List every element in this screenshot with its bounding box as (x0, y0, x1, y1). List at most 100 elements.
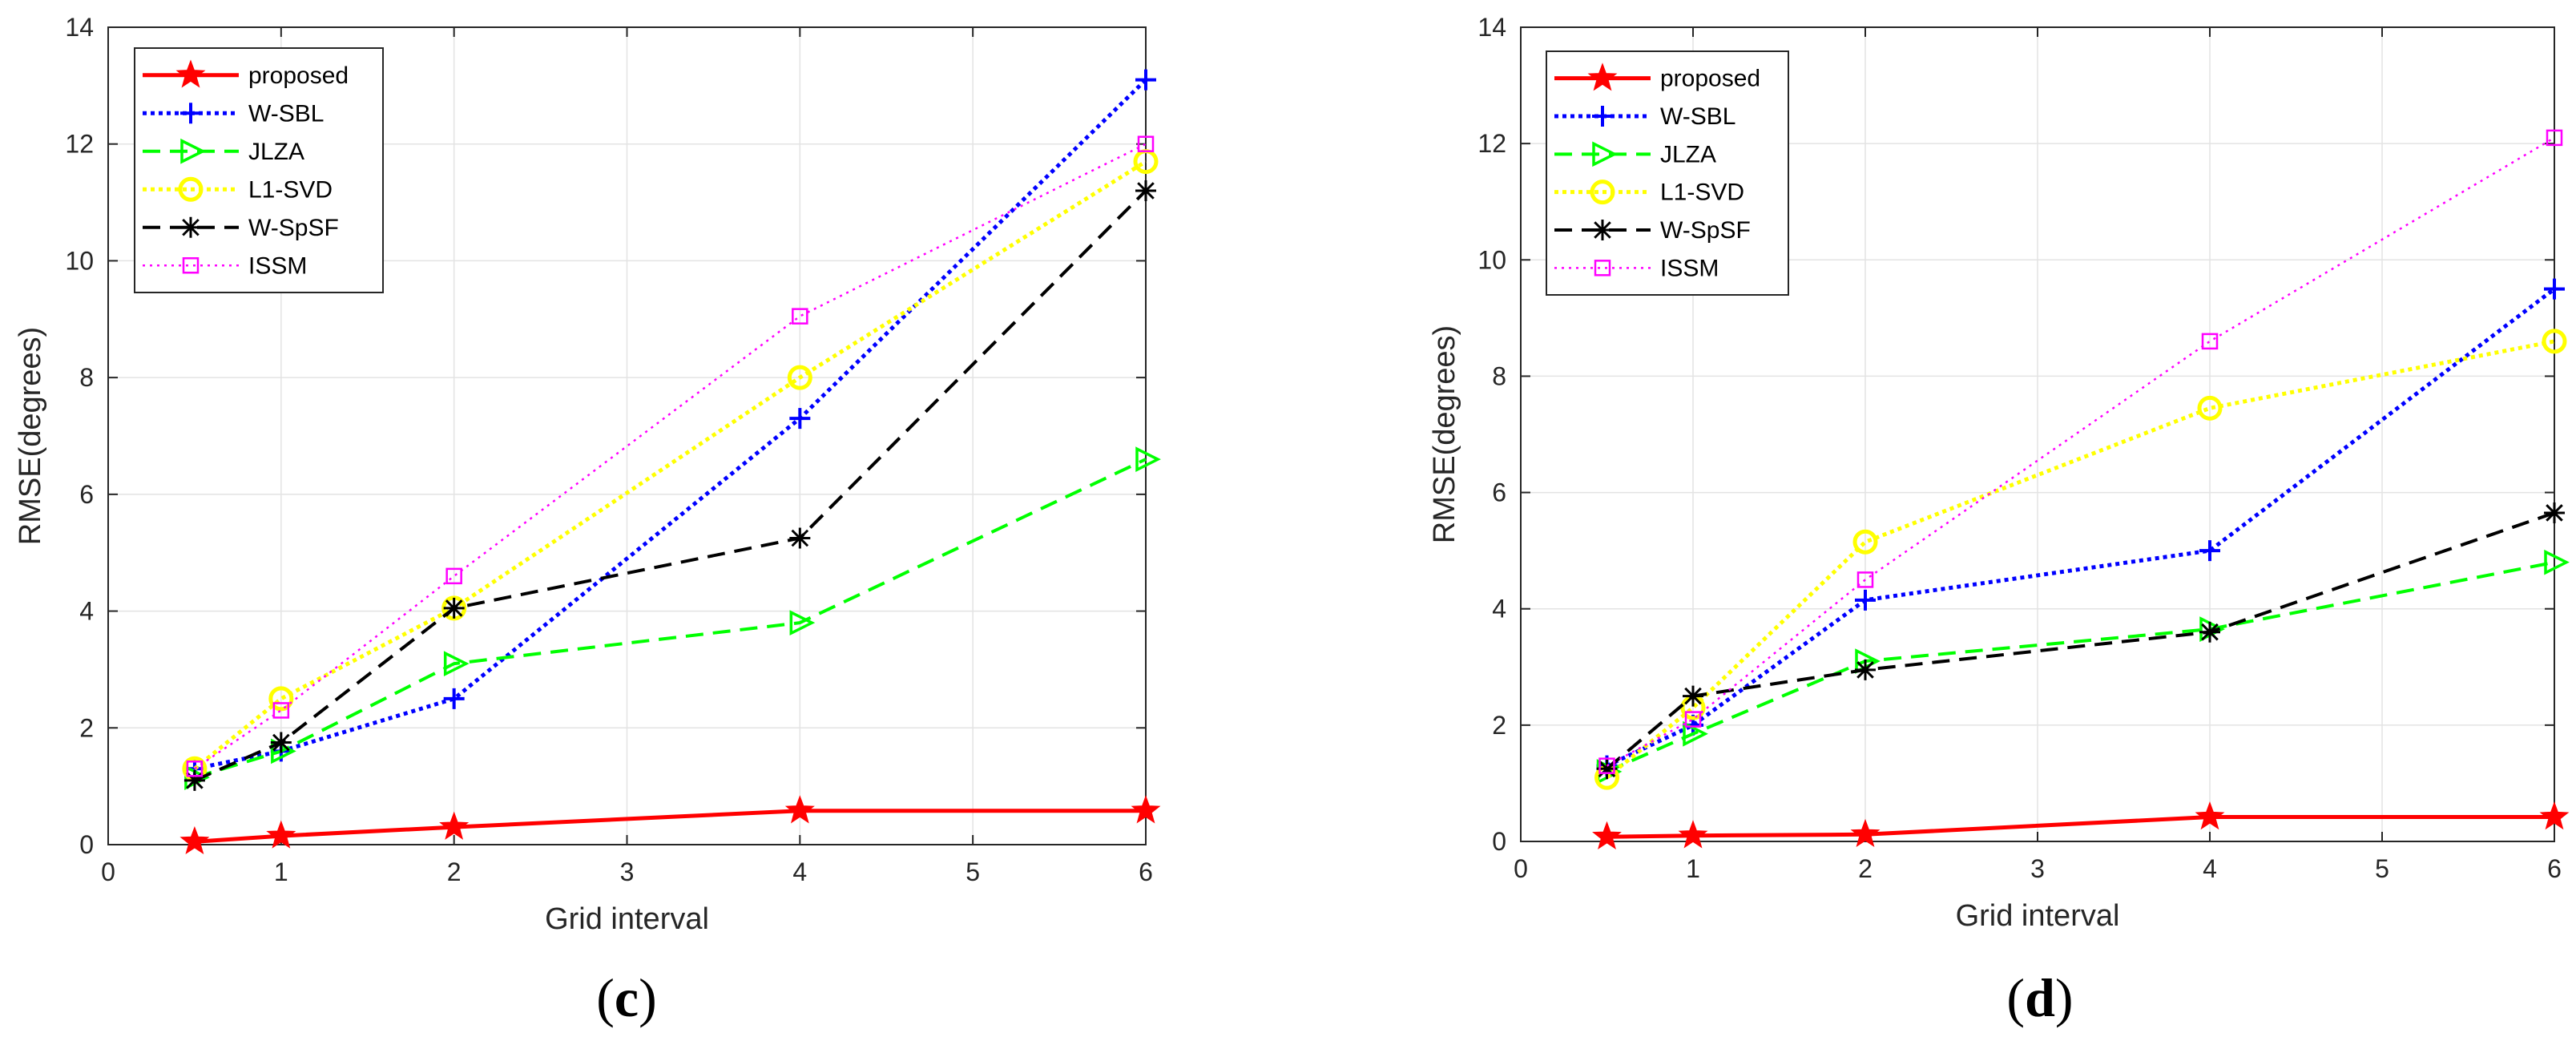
x-tick-label: 5 (2375, 854, 2389, 883)
data-point-w-spsf (1596, 758, 1618, 780)
y-tick-label: 8 (1492, 361, 1506, 390)
x-axis-label: Grid interval (545, 902, 709, 936)
y-tick-label: 10 (65, 246, 94, 275)
legend-marker-w-spsf (1592, 220, 1613, 240)
y-tick-label: 6 (79, 480, 94, 509)
legend-marker-w-spsf (180, 216, 201, 238)
data-point-w-spsf (1683, 685, 1703, 707)
legend-marker-w-sbl (180, 103, 201, 124)
data-point-issm (445, 567, 462, 585)
y-tick-label: 12 (1477, 129, 1506, 158)
data-point-proposed (2539, 801, 2570, 830)
y-tick-label: 4 (79, 597, 94, 626)
legend-marker-l1-svd (178, 176, 204, 202)
legend-marker-issm (182, 257, 200, 274)
x-axis-label: Grid interval (1956, 899, 2120, 933)
legend-label-jlza: JLZA (248, 139, 304, 165)
data-point-l1-svd (2542, 329, 2567, 354)
data-point-proposed (1678, 820, 1708, 849)
legend-label-w-sbl: W-SBL (248, 100, 324, 127)
series-w-spsf (183, 180, 1156, 791)
legend-box (134, 47, 384, 293)
data-point-issm (1684, 711, 1702, 728)
panel-caption: (c) (596, 967, 657, 1028)
legend-label-proposed: proposed (1660, 66, 1760, 92)
data-point-issm (2546, 129, 2563, 147)
data-point-jlza (2544, 549, 2570, 575)
x-tick-label: 1 (1686, 854, 1700, 883)
x-tick-label: 2 (1858, 854, 1873, 883)
data-point-w-sbl (1135, 69, 1156, 91)
legend: proposed W-SBL JLZA L1-SVD W-SpSF ISSM (134, 47, 384, 293)
legend-label-w-spsf: W-SpSF (248, 215, 339, 241)
legend-marker-w-sbl (1592, 106, 1613, 127)
data-point-w-spsf (789, 527, 811, 549)
y-tick-label: 14 (1477, 13, 1506, 42)
legend-marker-l1-svd (1590, 180, 1615, 205)
data-point-w-spsf (183, 769, 205, 791)
y-tick-label: 6 (1492, 478, 1506, 507)
y-tick-label: 10 (1477, 245, 1506, 274)
x-tick-label: 0 (101, 857, 115, 886)
y-tick-label: 0 (79, 830, 94, 859)
x-tick-label: 2 (447, 857, 462, 886)
legend-marker-issm (1594, 260, 1611, 276)
data-point-w-sbl (443, 688, 465, 709)
data-point-issm (272, 702, 290, 719)
data-point-l1-svd (1852, 529, 1878, 555)
y-axis-label: RMSE(degrees) (14, 327, 47, 545)
data-point-jlza (789, 610, 816, 635)
data-point-w-sbl (2544, 278, 2565, 300)
data-point-w-spsf (2199, 621, 2220, 643)
x-tick-label: 4 (792, 857, 807, 886)
series-proposed (1592, 801, 2570, 849)
legend-marker-jlza (1592, 141, 1618, 167)
data-point-proposed (1850, 818, 1881, 848)
data-point-w-spsf (270, 732, 292, 753)
y-tick-label: 4 (1492, 595, 1506, 623)
x-tick-label: 4 (2203, 854, 2217, 883)
legend-label-l1-svd: L1-SVD (248, 176, 333, 203)
data-point-issm (186, 760, 204, 777)
x-tick-label: 3 (620, 857, 635, 886)
data-point-w-sbl (789, 408, 811, 430)
series-issm (186, 135, 1155, 777)
data-point-w-spsf (2544, 502, 2565, 523)
x-tick-label: 6 (2547, 854, 2562, 883)
y-tick-label: 12 (65, 130, 94, 159)
series-issm (1598, 129, 2563, 774)
y-tick-label: 8 (79, 363, 94, 392)
data-point-issm (1598, 757, 1615, 774)
data-point-proposed (439, 811, 470, 840)
data-point-l1-svd (787, 365, 812, 390)
y-tick-label: 14 (65, 13, 94, 42)
data-point-issm (1137, 135, 1155, 152)
panel-caption: (d) (2006, 967, 2073, 1028)
data-point-proposed (1131, 795, 1161, 824)
y-tick-label: 2 (79, 713, 94, 742)
x-tick-label: 0 (1514, 854, 1528, 883)
data-point-w-spsf (1135, 180, 1156, 201)
data-point-issm (1856, 571, 1874, 588)
data-point-w-spsf (443, 597, 465, 619)
series-line-issm (1606, 136, 2555, 767)
y-axis-label: RMSE(degrees) (1428, 325, 1461, 543)
data-point-jlza (271, 738, 296, 765)
data-point-proposed (1592, 821, 1622, 849)
legend-label-w-spsf: W-SpSF (1660, 217, 1751, 244)
legend: proposed W-SBL JLZA L1-SVD W-SpSF ISSM (1546, 50, 1789, 296)
legend-box (1546, 50, 1789, 296)
legend-label-issm: ISSM (248, 252, 307, 279)
data-point-jlza (443, 651, 470, 676)
data-point-issm (2201, 333, 2219, 350)
series-proposed (179, 795, 1161, 855)
y-tick-label: 0 (1492, 827, 1506, 856)
data-point-issm (792, 308, 808, 325)
data-point-w-sbl (1855, 589, 1876, 611)
series-w-spsf (1596, 502, 2565, 780)
data-point-proposed (784, 795, 815, 824)
legend-label-l1-svd: L1-SVD (1660, 180, 1744, 206)
